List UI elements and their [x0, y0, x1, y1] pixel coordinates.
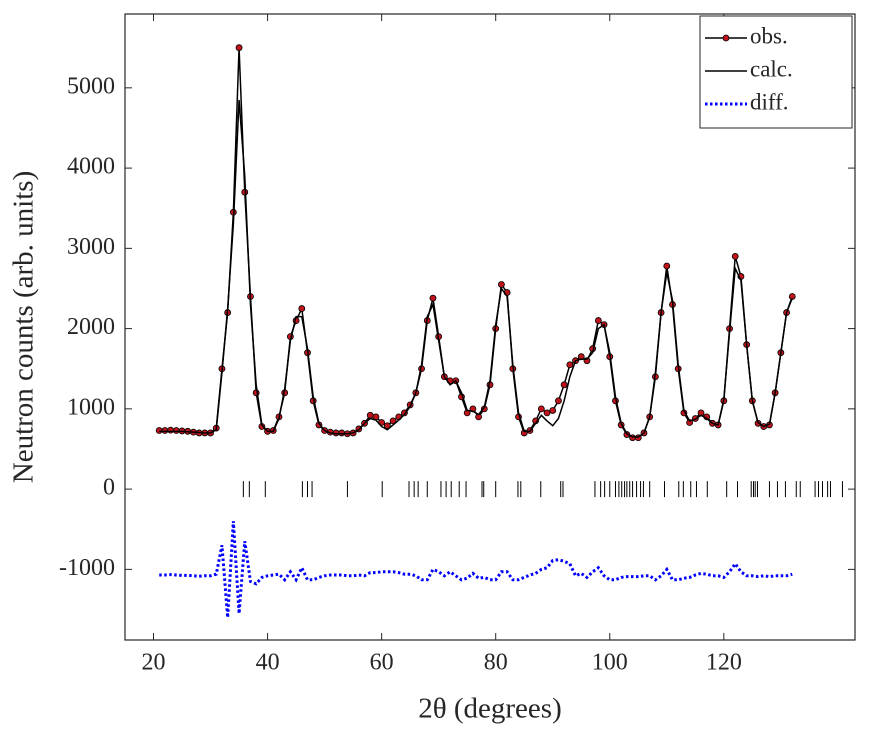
y-tick-label: 5000	[67, 73, 115, 99]
data-point	[594, 317, 602, 324]
data-point	[537, 405, 545, 413]
y-tick-label: 1000	[67, 394, 115, 420]
data-point	[338, 429, 346, 437]
x-tick-label: 100	[592, 650, 628, 676]
data-point	[366, 411, 374, 419]
y-tick-label: 0	[103, 475, 115, 501]
data-point	[389, 417, 397, 425]
legend-label: diff.	[750, 89, 789, 114]
data-point	[566, 361, 574, 369]
series-line	[159, 99, 793, 438]
data-point	[555, 397, 562, 405]
x-tick-label: 120	[706, 650, 742, 676]
data-point	[560, 381, 568, 389]
legend-label: obs.	[750, 23, 788, 48]
data-point	[663, 262, 671, 270]
data-point	[167, 426, 175, 434]
data-point	[235, 44, 243, 52]
legend-marker	[722, 34, 730, 42]
x-axis-label: 2θ (degrees)	[418, 693, 562, 725]
x-tick-label: 80	[484, 650, 508, 676]
data-point	[161, 427, 169, 434]
plot-frame	[124, 13, 856, 641]
y-tick-label: -1000	[59, 555, 115, 581]
x-tick-label: 20	[142, 650, 166, 676]
data-point	[383, 422, 391, 430]
data-point	[543, 409, 551, 417]
data-point	[172, 427, 180, 434]
y-tick-label: 4000	[67, 154, 115, 180]
legend-label: calc.	[750, 56, 793, 81]
x-tick-label: 40	[256, 650, 280, 676]
data-point	[498, 281, 505, 288]
x-tick-label: 60	[370, 650, 394, 676]
data-point	[549, 407, 557, 414]
data-point	[429, 294, 437, 302]
data-point	[731, 252, 739, 260]
data-point	[298, 305, 306, 312]
y-axis-label: Neutron counts (arb. units)	[8, 171, 40, 484]
data-point	[155, 427, 163, 434]
y-tick-label: 2000	[67, 314, 115, 340]
y-tick-label: 3000	[67, 234, 115, 260]
